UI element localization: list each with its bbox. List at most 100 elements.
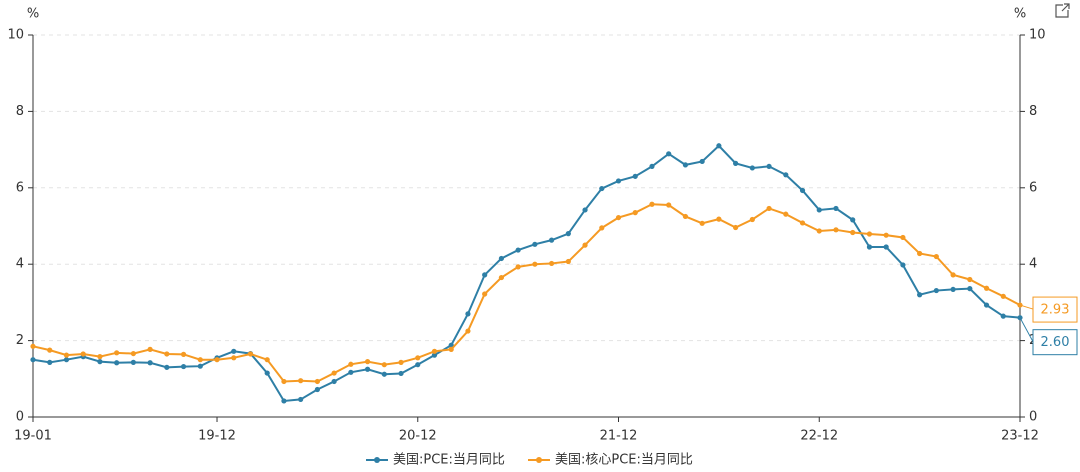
data-point	[917, 250, 923, 257]
y2-tick-label: 4	[1029, 257, 1037, 272]
data-point	[799, 187, 806, 194]
data-point	[783, 172, 789, 178]
data-point	[632, 173, 638, 179]
data-point	[766, 163, 772, 170]
data-point	[47, 359, 53, 365]
data-point	[883, 244, 889, 250]
data-point	[917, 292, 923, 298]
data-point	[431, 352, 438, 358]
data-point	[1000, 313, 1006, 319]
y-tick-label: 0	[16, 410, 24, 425]
x-tick-label: 19-12	[198, 429, 236, 444]
data-point	[348, 361, 354, 367]
data-point	[515, 247, 521, 253]
legend-marker	[536, 457, 542, 463]
data-point	[364, 359, 371, 365]
data-point	[833, 227, 839, 233]
data-point	[231, 355, 237, 361]
data-point	[950, 272, 956, 278]
series-line	[32, 203, 1021, 383]
y-tick-label: 8	[16, 104, 24, 119]
data-point	[281, 398, 287, 404]
data-point	[599, 225, 605, 231]
data-point	[281, 378, 287, 385]
data-point	[766, 205, 772, 212]
data-point	[733, 224, 739, 231]
data-point	[147, 360, 153, 366]
legend-label: 美国:PCE:当月同比	[393, 453, 505, 468]
data-point	[565, 231, 571, 237]
x-tick-label: 21-12	[600, 429, 638, 444]
data-point	[114, 350, 120, 356]
data-point	[967, 276, 973, 283]
y-tick-label: 2	[16, 333, 24, 348]
data-point	[933, 253, 939, 260]
data-point	[716, 216, 722, 222]
value-label-pointer	[1019, 304, 1034, 310]
data-point	[498, 255, 505, 262]
data-point	[231, 348, 237, 354]
data-point	[298, 396, 304, 403]
data-point	[465, 311, 471, 317]
data-point	[298, 378, 304, 384]
data-point	[649, 201, 655, 207]
legend-marker	[374, 457, 380, 463]
data-point	[799, 220, 806, 226]
value-label-box	[1032, 329, 1078, 356]
legend-item[interactable]: 美国:核心PCE:当月同比	[528, 453, 693, 468]
data-point	[900, 262, 906, 268]
value-label-box	[1032, 296, 1078, 323]
data-point	[63, 352, 70, 358]
data-point	[448, 346, 454, 352]
data-point	[950, 286, 956, 293]
data-point	[80, 351, 86, 357]
data-point	[364, 366, 371, 372]
data-point	[264, 370, 270, 376]
data-point	[749, 216, 755, 223]
data-point	[699, 158, 705, 165]
data-point	[314, 386, 320, 393]
data-point	[866, 244, 873, 250]
data-point	[130, 359, 136, 365]
data-point	[850, 229, 856, 236]
data-point	[565, 258, 571, 265]
data-point	[97, 359, 103, 365]
data-point	[1000, 293, 1006, 299]
data-point	[532, 261, 538, 267]
export-icon-arrow	[1061, 3, 1070, 12]
data-point	[983, 302, 990, 308]
data-point	[197, 357, 203, 363]
data-point	[515, 264, 521, 270]
data-point	[482, 291, 488, 297]
export-icon[interactable]	[1055, 3, 1070, 18]
data-point	[983, 285, 990, 291]
y2-tick-label: 6	[1029, 180, 1037, 195]
export-icon-frame	[1055, 4, 1069, 18]
data-point	[264, 357, 270, 363]
data-point	[30, 357, 36, 363]
data-point	[180, 351, 187, 357]
data-point	[967, 286, 973, 292]
legend-item[interactable]: 美国:PCE:当月同比	[366, 453, 505, 468]
data-point	[398, 359, 404, 365]
value-label: 2.93	[1041, 303, 1070, 318]
data-point	[197, 363, 203, 369]
data-point	[415, 362, 421, 368]
data-point	[381, 371, 387, 377]
x-tick-label: 20-12	[399, 429, 437, 444]
data-point	[599, 185, 605, 192]
data-point	[783, 211, 789, 217]
y2-unit: %	[1014, 7, 1026, 22]
x-tick-label: 23-12	[1001, 429, 1039, 444]
data-point	[498, 274, 505, 281]
series-line	[32, 144, 1021, 403]
data-point	[348, 369, 354, 375]
data-point	[548, 237, 555, 243]
data-point	[582, 207, 588, 213]
data-point	[130, 350, 136, 357]
y-tick-label: 4	[16, 257, 24, 272]
data-point	[331, 378, 337, 385]
y-tick-label: 6	[16, 180, 24, 195]
data-point	[816, 207, 822, 213]
